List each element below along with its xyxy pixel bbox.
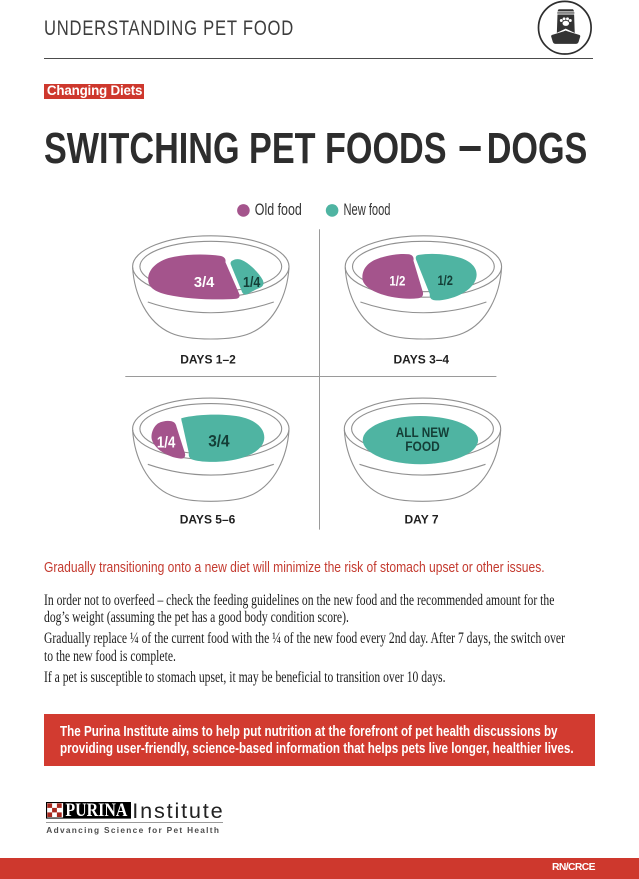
svg-text:3/4: 3/4: [208, 433, 229, 451]
svg-text:PURINA: PURINA: [65, 802, 127, 819]
svg-text:DAYS 3–4: DAYS 3–4: [394, 353, 450, 367]
svg-text:ALL NEW: ALL NEW: [396, 425, 450, 440]
svg-text:1/4: 1/4: [243, 275, 261, 291]
svg-text:1/4: 1/4: [157, 434, 176, 451]
svg-text:1/2: 1/2: [438, 273, 454, 288]
svg-text:DAYS 1–2: DAYS 1–2: [180, 353, 236, 367]
svg-text:Old food: Old food: [255, 201, 302, 219]
svg-text:New food: New food: [344, 201, 391, 219]
svg-text:DAYS 5–6: DAYS 5–6: [180, 513, 236, 527]
svg-text:1/2: 1/2: [389, 273, 405, 288]
svg-text:FOOD: FOOD: [405, 439, 440, 454]
svg-text:3/4: 3/4: [194, 275, 215, 291]
svg-text:DAY 7: DAY 7: [404, 513, 438, 527]
